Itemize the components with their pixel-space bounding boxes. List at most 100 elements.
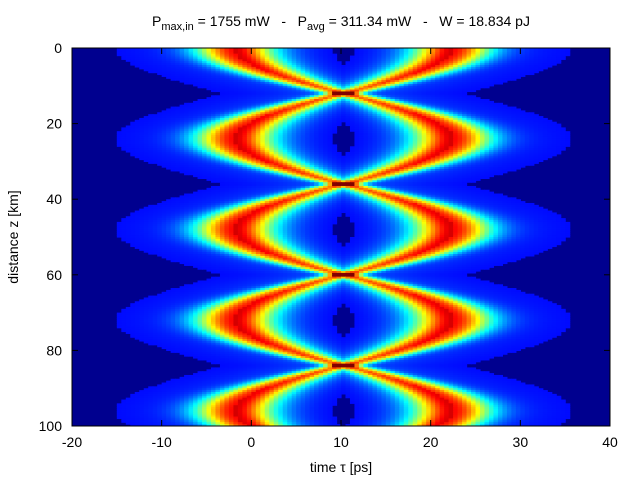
heatmap-cell [175,142,181,145]
heatmap-cell [233,110,239,113]
heatmap-cell [560,129,566,132]
heatmap-cell [403,93,409,96]
heatmap-cell [246,121,252,125]
heatmap-cell [130,48,136,51]
heatmap-cell [506,55,512,59]
heatmap-cell [444,74,450,77]
heatmap-cell [515,134,521,138]
heatmap-cell [130,57,136,60]
heatmap-cell [363,80,369,83]
heatmap-cell [524,136,530,140]
heatmap-cell [260,93,266,96]
heatmap-cell [287,127,293,130]
heatmap-cell [462,131,468,134]
heatmap-cell [367,133,373,136]
heatmap-cell [215,117,221,121]
heatmap-cell [332,66,338,70]
heatmap-cell [273,80,279,83]
heatmap-cell [278,57,284,60]
heatmap-cell [134,53,140,57]
heatmap-cell [349,104,356,108]
heatmap-cell [363,91,369,94]
heatmap-cell [551,125,557,128]
heatmap-cell [538,134,544,138]
heatmap-cell [551,138,557,142]
heatmap-cell [170,140,176,144]
heatmap-cell [358,108,365,111]
heatmap-cell [228,102,234,106]
heatmap-cell [206,131,212,134]
heatmap-cell [506,66,512,70]
heatmap-cell [179,74,185,77]
heatmap-cell [372,53,378,57]
heatmap-cell [497,116,503,119]
heatmap-cell [430,112,436,115]
heatmap-cell [435,48,441,51]
heatmap-cell [349,87,356,91]
heatmap-cell [269,59,275,62]
heatmap-cell [565,140,571,144]
heatmap-cell [242,57,248,60]
heatmap-cell [471,55,477,59]
heatmap-cell [403,87,409,91]
heatmap-cell [327,74,333,77]
heatmap-cell [125,142,131,145]
heatmap-cell [403,138,409,142]
heatmap-cell [538,49,544,53]
heatmap-cell [529,125,535,128]
heatmap-cell [457,121,463,125]
heatmap-cell [502,138,508,142]
heatmap-cell [403,61,409,64]
heatmap-cell [282,72,288,76]
heatmap-cell [130,153,136,157]
heatmap-cell [417,108,423,111]
heatmap-cell [430,106,436,110]
heatmap-cell [125,49,131,53]
heatmap-cell [390,138,396,142]
heatmap-cell [367,131,373,134]
heatmap-cell [479,125,486,128]
heatmap-cell [215,53,221,57]
heatmap-cell [453,82,459,85]
heatmap-cell [349,78,356,81]
heatmap-cell [385,65,391,68]
heatmap-cell [202,112,208,115]
heatmap-cell [412,148,418,151]
heatmap-cell [282,78,288,81]
heatmap-cell [161,53,167,57]
heatmap-cell [170,119,176,123]
heatmap-cell [188,61,194,64]
heatmap-cell [493,142,499,145]
heatmap-cell [372,85,378,89]
heatmap-cell [188,82,194,85]
heatmap-cell [152,65,158,68]
heatmap-cell [466,68,472,72]
heatmap-cell [291,80,297,83]
heatmap-cell [372,99,378,102]
heatmap-cell [251,83,257,87]
heatmap-cell [488,140,495,144]
heatmap-cell [210,146,217,149]
heatmap-cell [193,102,199,106]
heatmap-cell [488,61,495,64]
heatmap-cell [457,49,463,53]
heatmap-cell [457,57,463,60]
heatmap-cell [282,48,288,51]
heatmap-cell [426,125,432,128]
heatmap-cell [125,127,131,130]
heatmap-cell [255,133,261,136]
heatmap-cell [363,95,369,98]
heatmap-cell [376,48,382,51]
heatmap-cell [332,146,338,149]
heatmap-cell [502,125,508,128]
heatmap-cell [237,134,243,138]
heatmap-cell [551,57,557,60]
heatmap-cell [336,68,342,72]
heatmap-cell [255,123,261,127]
heatmap-cell [166,133,172,136]
heatmap-cell [139,121,145,125]
heatmap-cell [323,76,329,79]
heatmap-cell [143,68,149,72]
heatmap-cell [453,148,459,151]
heatmap-cell [269,93,275,96]
